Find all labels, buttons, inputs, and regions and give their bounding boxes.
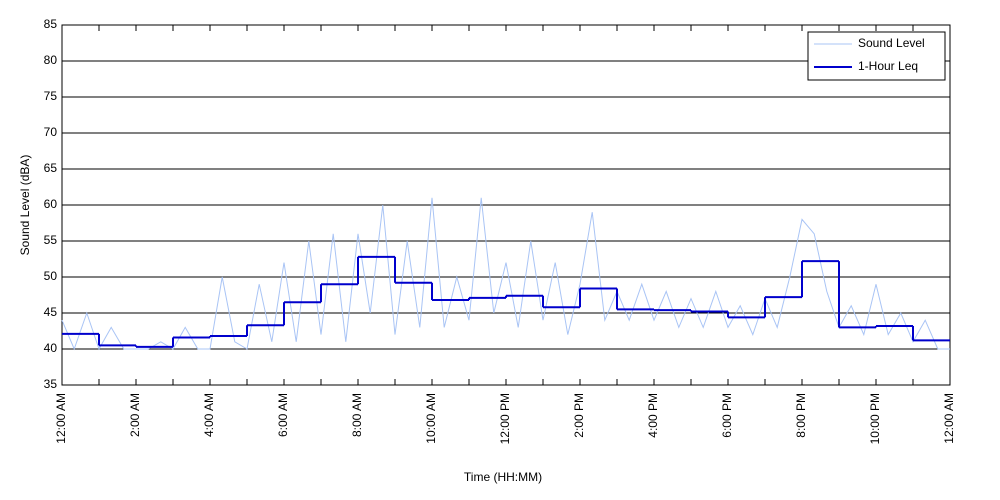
y-tick-label: 80: [44, 53, 58, 67]
sound-level-line: [61, 197, 950, 351]
x-tick-label: 12:00 AM: [942, 393, 956, 444]
legend-label: 1-Hour Leq: [858, 59, 918, 73]
y-tick-label: 50: [44, 269, 58, 283]
x-axis-label: Time (HH:MM): [464, 470, 542, 484]
y-tick-label: 70: [44, 125, 58, 139]
x-tick-label: 10:00 AM: [424, 393, 438, 444]
legend-label: Sound Level: [858, 36, 925, 50]
x-tick-label: 12:00 AM: [54, 393, 68, 444]
legend-box: [807, 31, 946, 81]
x-tick-label: 6:00 AM: [276, 393, 290, 437]
x-tick-label: 6:00 PM: [720, 393, 734, 438]
x-tick-label: 4:00 PM: [646, 393, 660, 438]
y-tick-label: 75: [44, 89, 58, 103]
x-tick-label: 2:00 PM: [572, 393, 586, 438]
x-tick-label: 2:00 AM: [128, 393, 142, 437]
x-tick-label: 8:00 PM: [794, 393, 808, 438]
y-tick-label: 45: [44, 305, 58, 319]
x-tick-label: 8:00 AM: [350, 393, 364, 437]
x-tick-label: 4:00 AM: [202, 393, 216, 437]
y-tick-label: 40: [44, 341, 58, 355]
x-tick-label: 12:00 PM: [498, 393, 512, 444]
y-tick-label: 55: [44, 233, 58, 247]
y-tick-label: 60: [44, 197, 58, 211]
y-tick-label: 35: [44, 377, 58, 391]
y-tick-label: 85: [44, 17, 58, 31]
y-axis-label: Sound Level (dBA): [18, 155, 32, 256]
x-tick-label: 10:00 PM: [868, 393, 882, 444]
y-tick-label: 65: [44, 161, 58, 175]
